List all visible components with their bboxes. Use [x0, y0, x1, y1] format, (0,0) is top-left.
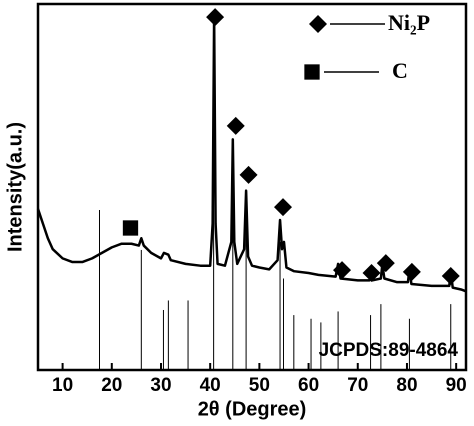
x-tick-label: 50 — [249, 375, 270, 396]
diamond-marker — [239, 165, 258, 184]
x-tick-label: 30 — [150, 375, 171, 396]
x-tick-label: 10 — [52, 375, 73, 396]
legend-label: C — [392, 58, 408, 83]
y-axis-title: Intensity(a.u.) — [4, 122, 26, 252]
diamond-marker — [206, 8, 225, 27]
x-tick-label: 60 — [298, 375, 319, 396]
diamond-marker — [441, 266, 460, 285]
x-tick-label: 80 — [396, 375, 417, 396]
x-tick-label: 20 — [101, 375, 122, 396]
x-tick-label: 90 — [446, 375, 467, 396]
diamond-marker — [376, 254, 395, 273]
diamond-marker — [362, 264, 381, 283]
x-axis-title: 2θ (Degree) — [198, 398, 307, 420]
square-marker — [304, 64, 320, 80]
diamond-marker — [226, 116, 245, 135]
diamond-marker — [273, 198, 292, 217]
x-tick-label: 70 — [347, 375, 368, 396]
diamond-marker — [402, 262, 421, 281]
pattern-line — [36, 13, 467, 293]
legend-label: Ni₂P — [388, 10, 430, 35]
plot-frame — [36, 2, 468, 372]
square-marker — [122, 220, 139, 236]
diamond-marker — [309, 15, 327, 33]
diamond-marker — [333, 261, 352, 280]
x-tick-label: 40 — [200, 375, 221, 396]
reference-label: JCPDS:89-4864 — [319, 340, 459, 361]
